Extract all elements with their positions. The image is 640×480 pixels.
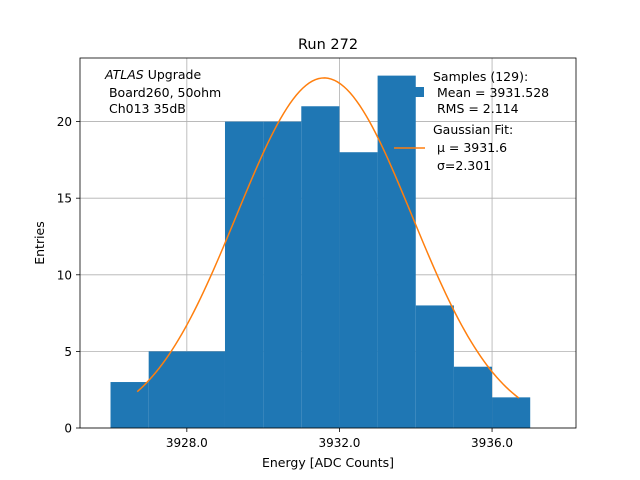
legend-fit-line-1: Gaussian Fit: [433, 122, 513, 137]
annotation-line-2: Board260, 50ohm [105, 85, 221, 100]
legend: Samples (129): Mean = 3931.528 RMS = 2.1… [394, 69, 549, 173]
x-axis-label: Energy [ADC Counts] [262, 455, 394, 470]
histogram-bar [224, 121, 264, 428]
y-axis-label: Entries [32, 221, 47, 265]
histogram-bar [301, 106, 340, 429]
legend-samples-line-2: Mean = 3931.528 [433, 85, 549, 100]
y-tick-label: 10 [57, 268, 72, 282]
x-tick-label: 3936.0 [471, 436, 513, 450]
gaussian-fit-curve [136, 77, 520, 399]
legend-fit-line-3: σ=2.301 [433, 158, 491, 173]
y-tick-label: 15 [57, 192, 72, 206]
histogram-bar [339, 152, 378, 428]
x-tick-label: 3928.0 [166, 436, 208, 450]
annotation-upgrade: Upgrade [144, 67, 202, 82]
legend-samples-line-3: RMS = 2.114 [433, 101, 519, 116]
histogram-bar [263, 121, 302, 428]
histogram-bar [377, 75, 416, 428]
x-tick-label: 3932.0 [318, 436, 360, 450]
histogram-bar [415, 305, 454, 428]
y-tick-label: 5 [64, 345, 72, 359]
histogram-bar [453, 366, 493, 428]
plot-frame [79, 57, 577, 429]
legend-samples-line-1: Samples (129): [433, 69, 528, 84]
annotation-box: ATLAS Upgrade Board260, 50ohm Ch013 35dB [104, 67, 221, 116]
annotation-line-3: Ch013 35dB [105, 101, 186, 116]
legend-fit-line-2: μ = 3931.6 [433, 140, 507, 155]
legend-samples-swatch [403, 87, 424, 97]
y-tick-label: 0 [64, 422, 72, 436]
annotation-atlas: ATLAS [104, 67, 144, 82]
histogram-bar [148, 351, 225, 428]
y-tick-label: 20 [57, 115, 72, 129]
histogram-bar [110, 382, 149, 428]
histogram-bar [492, 397, 531, 428]
ticks-layer: 3928.0 3932.0 3936.0 0 5 10 15 20 [57, 115, 513, 450]
chart-title: Run 272 [298, 37, 358, 53]
annotation-line-1: ATLAS Upgrade [104, 67, 201, 82]
